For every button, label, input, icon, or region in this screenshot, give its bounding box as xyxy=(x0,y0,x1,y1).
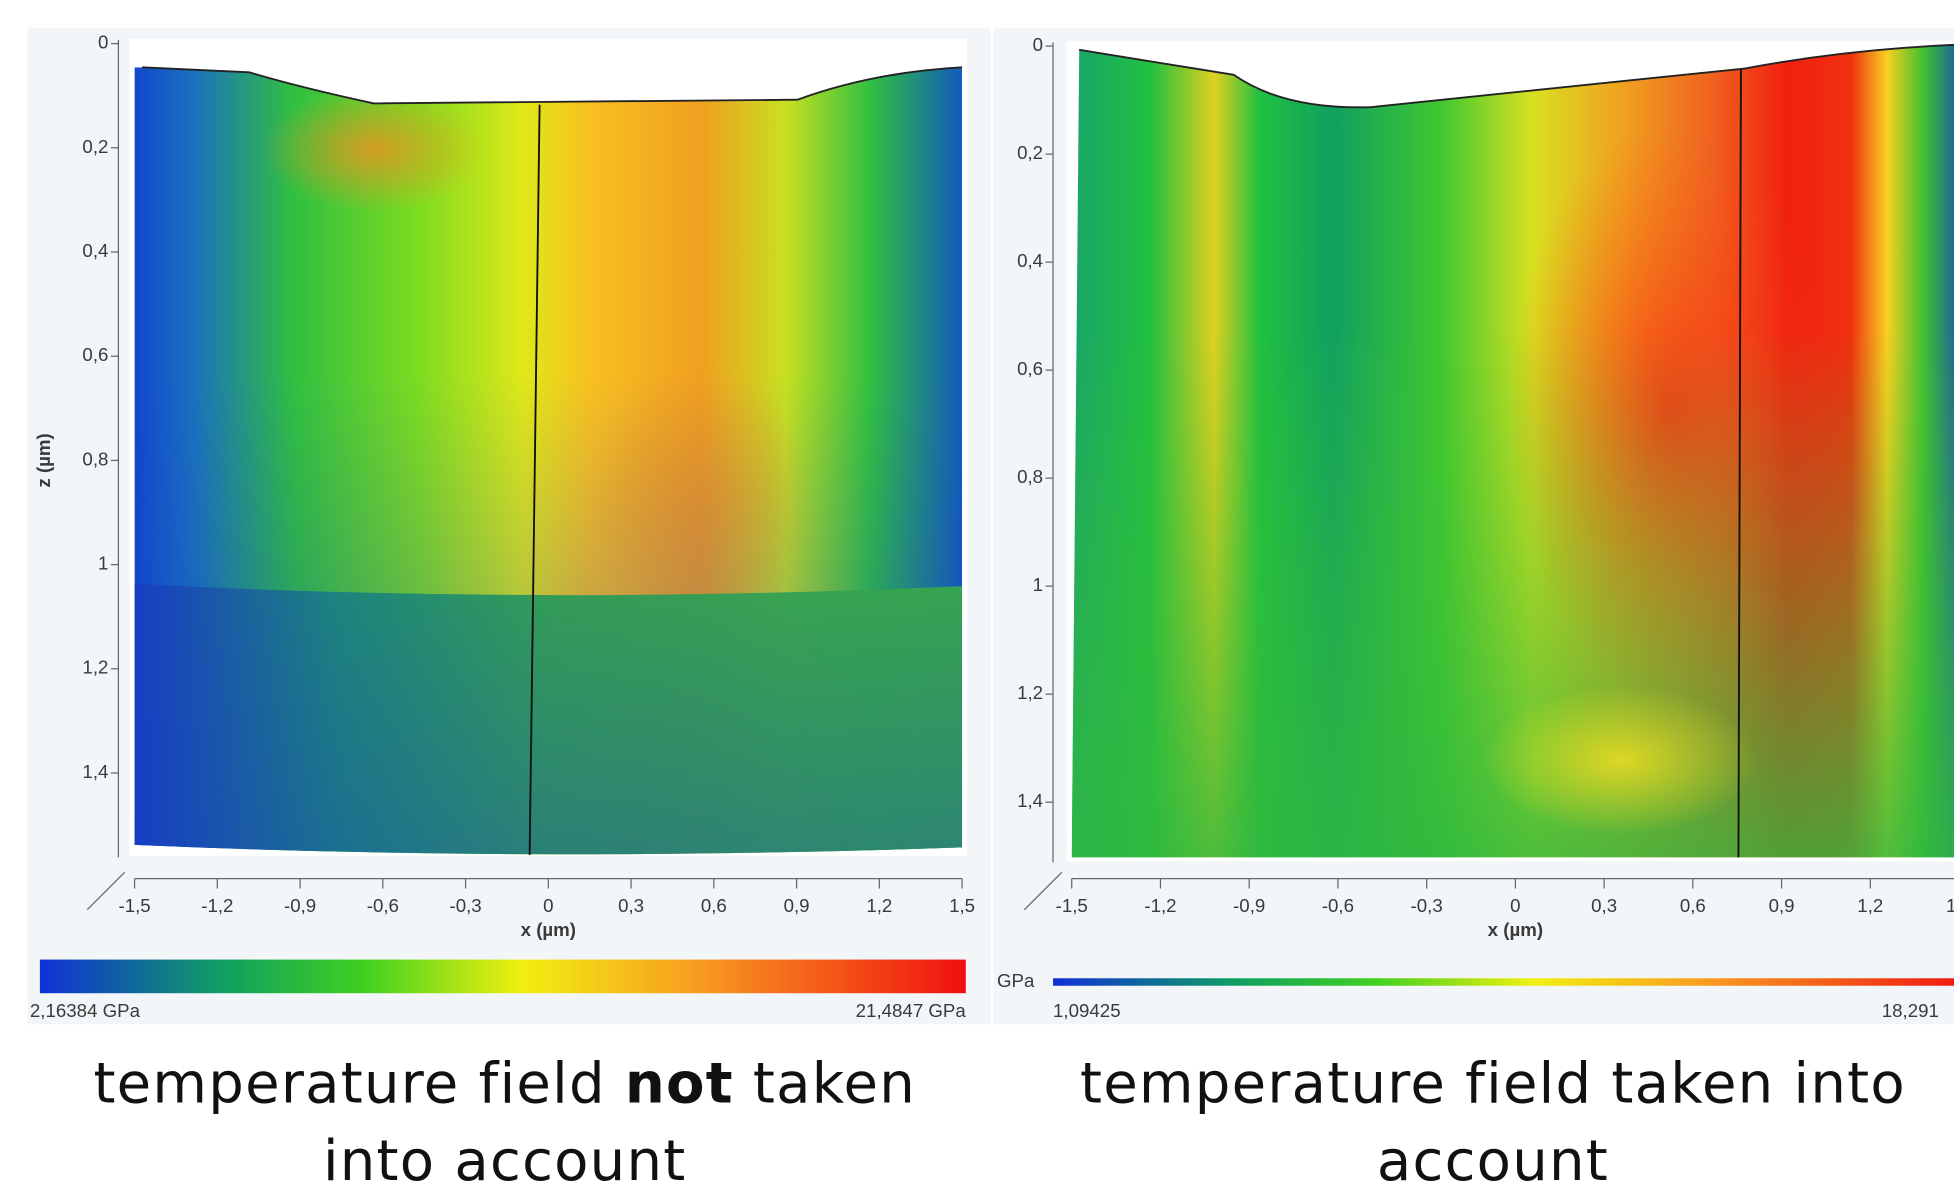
x-tick-label: 1,2 xyxy=(866,895,892,916)
x-tick-label: 1,2 xyxy=(1857,895,1883,916)
caption-run: temperature field xyxy=(93,1051,624,1116)
x-tick-label: 0,6 xyxy=(1680,895,1706,916)
caption: into account xyxy=(323,1129,687,1188)
x-tick-label: 0,9 xyxy=(1769,895,1795,916)
x-tick-label: 0,9 xyxy=(784,895,810,916)
field-fade xyxy=(134,373,963,855)
x-tick-label: 0,3 xyxy=(1591,895,1617,916)
colorbar xyxy=(39,959,966,994)
x-tick-label: -0,6 xyxy=(367,895,399,916)
x-tick-label: 1,5 xyxy=(1946,895,1954,916)
y-tick-label: 0,4 xyxy=(82,240,108,261)
x-tick-label: 1,5 xyxy=(949,895,975,916)
y-tick-label: 1,4 xyxy=(1017,790,1043,811)
field-hotspot xyxy=(261,87,487,212)
y-axis-label: z (µm) xyxy=(33,433,54,487)
x-tick-label: -1,2 xyxy=(1144,895,1176,916)
axis-corner xyxy=(1023,871,1063,911)
x-tick-label: 0,3 xyxy=(618,895,644,916)
x-axis-label: x (µm) xyxy=(1488,919,1543,940)
y-tick-label: 1,2 xyxy=(1017,682,1043,703)
caption-run: taken xyxy=(734,1051,916,1116)
panel: 0 0,2 0,4 0,6 0,8 1 1,2 1,4 -1,5 -1,2 -0,9 -0,6 -0,3… xyxy=(27,27,991,1188)
colorbar-max-label: 18,291 xyxy=(1882,1000,1939,1021)
colorbar xyxy=(1053,978,1954,986)
x-tick-label: 0 xyxy=(543,895,553,916)
colorbar-min-label: 1,09425 xyxy=(1053,1000,1121,1021)
y-tick-label: 0 xyxy=(1033,34,1043,55)
x-tick-label: -0,3 xyxy=(1411,895,1443,916)
colorbar-unit: GPa xyxy=(997,970,1035,991)
caption-run: into account xyxy=(323,1129,687,1188)
x-tick-label: -1,5 xyxy=(118,895,150,916)
probe-line xyxy=(1737,68,1742,858)
y-tick-label: 0,4 xyxy=(1017,250,1043,271)
caption: account xyxy=(1377,1129,1609,1188)
y-tick-label: 1 xyxy=(98,553,108,574)
y-tick-label: 0,8 xyxy=(1017,466,1043,487)
x-tick-label: 0,6 xyxy=(701,895,727,916)
y-tick-label: 0,6 xyxy=(82,344,108,365)
panel: 0 0,2 0,4 0,6 0,8 1 1,2 1,4 -1,5 -1,2 -0,9 -0,6 -0,3… xyxy=(993,27,1954,1188)
stress-field xyxy=(1071,44,1954,858)
y-tick-label: 1,2 xyxy=(82,657,108,678)
caption-run: temperature field taken into xyxy=(1080,1051,1906,1116)
x-tick-label: -1,5 xyxy=(1056,895,1088,916)
y-tick-label: 0,8 xyxy=(82,448,108,469)
y-tick-label: 0,2 xyxy=(1017,142,1043,163)
x-tick-label: -0,9 xyxy=(284,895,316,916)
y-tick-label: 0 xyxy=(98,32,108,53)
probe-line xyxy=(528,104,541,855)
y-tick-label: 0,6 xyxy=(1017,358,1043,379)
caption: temperature field taken into xyxy=(1080,1051,1906,1116)
x-tick-label: -0,9 xyxy=(1233,895,1265,916)
stage: 0 0,2 0,4 0,6 0,8 1 1,2 1,4 -1,5 -1,2 -0,9 -0,6 -0,3… xyxy=(27,27,1954,1188)
caption: temperature field not taken xyxy=(93,1051,916,1116)
caption-run: not xyxy=(625,1051,734,1116)
x-tick-label: -1,2 xyxy=(201,895,233,916)
x-axis-label: x (µm) xyxy=(521,919,576,940)
caption-run: account xyxy=(1377,1129,1609,1188)
surface-profile xyxy=(142,66,963,105)
surface-profile xyxy=(1079,43,1954,109)
stress-field xyxy=(134,67,963,855)
y-tick-label: 1 xyxy=(1033,574,1043,595)
colorbar-min-label: 2,16384 GPa xyxy=(30,1000,141,1021)
x-tick-label: -0,6 xyxy=(1322,895,1354,916)
field-hotspot xyxy=(1482,685,1758,835)
x-tick-label: -0,3 xyxy=(449,895,481,916)
y-tick-label: 0,2 xyxy=(82,136,108,157)
axis-corner xyxy=(86,871,126,911)
y-tick-label: 1,4 xyxy=(82,761,108,782)
x-tick-label: 0 xyxy=(1510,895,1520,916)
colorbar-max-label: 21,4847 GPa xyxy=(856,1000,967,1021)
